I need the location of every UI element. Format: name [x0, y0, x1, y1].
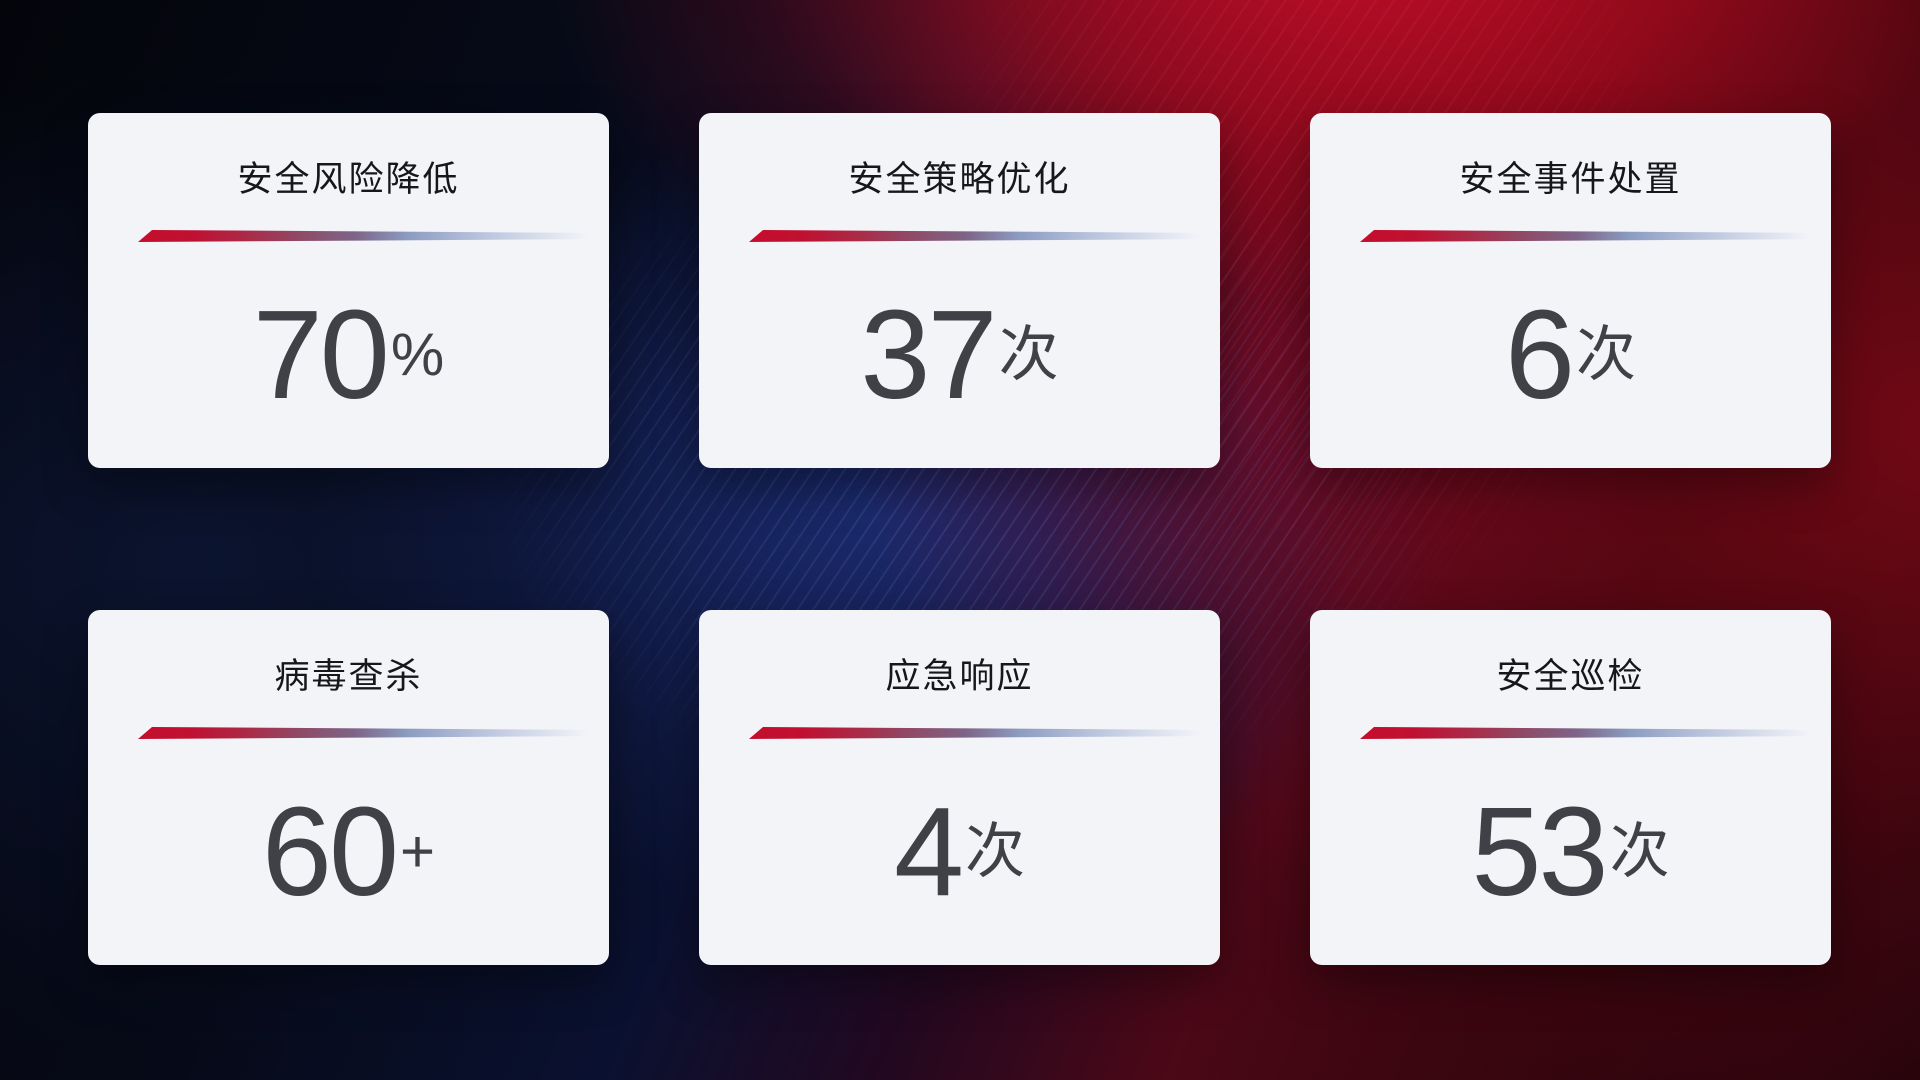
- stat-unit: 次: [965, 818, 1026, 885]
- stat-title: 应急响应: [885, 657, 1034, 696]
- stat-unit: 次: [1576, 321, 1637, 388]
- stat-title: 安全策略优化: [848, 160, 1071, 199]
- stat-value-area: 60 +: [138, 739, 559, 965]
- stat-unit: +: [400, 818, 436, 885]
- stat-value-area: 53 次: [1360, 739, 1781, 965]
- stat-title: 安全巡检: [1496, 657, 1645, 696]
- stat-unit: 次: [998, 321, 1059, 388]
- gradient-divider: [1360, 230, 1811, 242]
- gradient-divider: [138, 230, 589, 242]
- gradient-divider: [749, 727, 1200, 739]
- stat-value: 60: [261, 781, 399, 922]
- stat-value: 53: [1471, 781, 1608, 922]
- stat-card-risk-reduction: 安全风险降低 70%: [88, 113, 609, 468]
- stat-card-security-inspection: 安全巡检 53 次: [1310, 610, 1831, 965]
- stat-value-area: 37 次: [749, 242, 1170, 468]
- gradient-divider: [1360, 727, 1811, 739]
- stat-card-policy-optimization: 安全策略优化 37 次: [699, 113, 1220, 468]
- stat-card-virus-scan: 病毒查杀 60 +: [88, 610, 609, 965]
- gradient-divider: [749, 230, 1200, 242]
- stat-title: 病毒查杀: [274, 657, 423, 696]
- stat-title: 安全风险降低: [237, 160, 460, 199]
- stat-value: 37: [860, 284, 997, 425]
- stat-title: 安全事件处置: [1459, 160, 1682, 199]
- stat-value: 70: [252, 284, 390, 425]
- stat-unit: %: [390, 321, 445, 388]
- stat-unit: 次: [1609, 818, 1670, 885]
- stat-value-area: 70%: [138, 242, 559, 468]
- stat-value: 6: [1504, 284, 1575, 425]
- stat-value: 4: [893, 781, 964, 922]
- gradient-divider: [138, 727, 589, 739]
